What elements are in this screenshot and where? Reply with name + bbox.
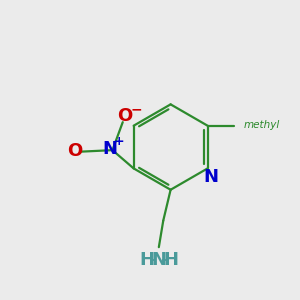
- Text: N: N: [204, 168, 219, 186]
- Text: +: +: [114, 135, 124, 148]
- Text: O: O: [68, 142, 83, 160]
- Text: −: −: [130, 103, 142, 117]
- Text: O: O: [118, 107, 133, 125]
- Text: H: H: [139, 250, 154, 268]
- Text: N: N: [151, 250, 166, 268]
- Text: H: H: [164, 250, 179, 268]
- Text: N: N: [103, 140, 118, 158]
- Text: methyl: methyl: [244, 120, 280, 130]
